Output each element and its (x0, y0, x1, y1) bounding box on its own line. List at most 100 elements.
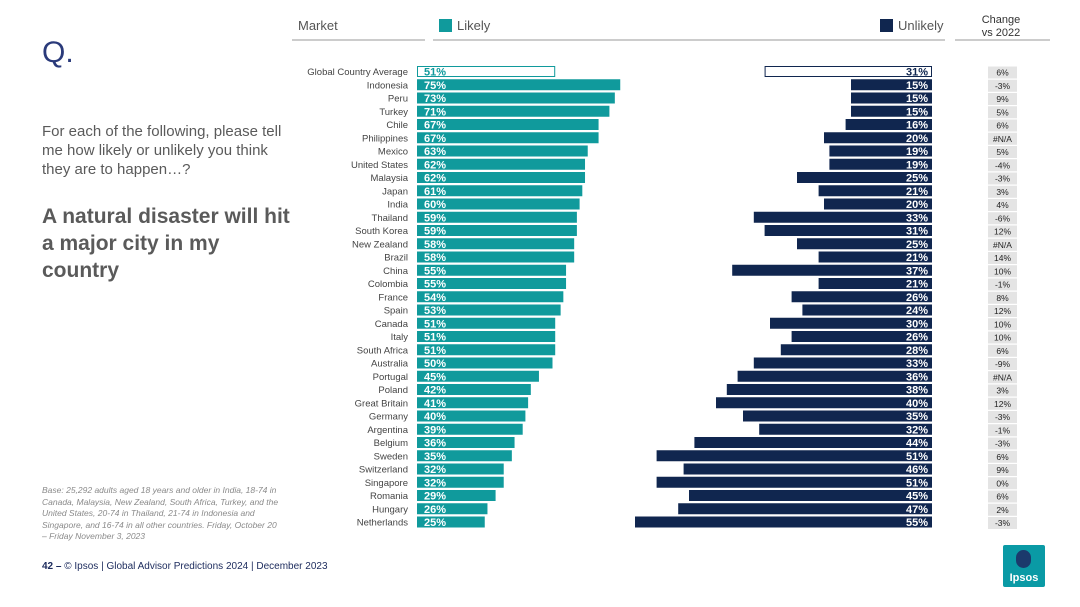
change-cell (988, 79, 1017, 92)
category-label: Mexico (378, 147, 408, 158)
likely-value-label: 51% (424, 345, 446, 357)
header-market: Market (298, 18, 338, 33)
change-cell (988, 384, 1017, 397)
likely-value-label: 71% (424, 106, 446, 118)
change-value: #N/A (993, 134, 1012, 144)
likely-bar (417, 278, 567, 289)
change-value: #N/A (993, 240, 1012, 250)
header-change-line2: vs 2022 (982, 27, 1021, 39)
legend-likely-swatch (439, 19, 452, 32)
change-cell (988, 305, 1017, 317)
unlikely-value-label: 20% (906, 199, 928, 211)
change-value: -3% (995, 412, 1011, 422)
unlikely-bar (683, 463, 932, 475)
likely-value-label: 45% (424, 371, 446, 383)
change-value: 6% (996, 492, 1009, 502)
unlikely-bar (818, 251, 932, 263)
unlikely-value-label: 16% (906, 120, 928, 132)
category-label: South Africa (357, 345, 409, 356)
change-cell (988, 477, 1017, 490)
likely-bar (417, 225, 577, 236)
unlikely-value-label: 31% (906, 226, 928, 238)
unlikely-bar (753, 211, 932, 223)
change-value: 4% (996, 200, 1009, 210)
change-value: 9% (996, 465, 1009, 475)
change-value: 0% (996, 478, 1009, 488)
likely-value-label: 35% (424, 451, 446, 463)
likely-bar (417, 211, 577, 223)
change-value: -3% (995, 439, 1011, 449)
likely-bar (417, 463, 504, 475)
change-cell (988, 93, 1017, 105)
likely-bar (417, 516, 485, 528)
category-label: Peru (388, 94, 408, 105)
likely-value-label: 51% (424, 332, 446, 344)
change-cell (988, 344, 1017, 357)
category-label: Sweden (374, 451, 408, 462)
unlikely-bar (770, 317, 932, 329)
category-label: Global Country Average (307, 67, 408, 78)
category-label: Great Britain (355, 398, 408, 409)
unlikely-bar (818, 278, 932, 289)
change-value: -3% (995, 81, 1011, 91)
category-label: Netherlands (357, 518, 408, 529)
unlikely-value-label: 40% (906, 398, 928, 410)
category-label: Brazil (384, 253, 408, 264)
likely-value-label: 55% (424, 279, 446, 291)
likely-value-label: 25% (424, 517, 446, 529)
category-label: Italy (391, 332, 409, 343)
category-label: Japan (382, 186, 408, 197)
unlikely-value-label: 19% (906, 159, 928, 171)
unlikely-bar (791, 291, 932, 303)
category-label: Thailand (372, 213, 408, 224)
change-value: 8% (996, 293, 1009, 303)
likely-bar (417, 105, 610, 117)
change-cell (988, 331, 1017, 344)
unlikely-bar (656, 476, 932, 488)
likely-bar (417, 384, 531, 395)
unlikely-value-label: 26% (906, 332, 928, 344)
unlikely-bar (732, 264, 932, 276)
unlikely-value-label: 51% (906, 477, 928, 489)
change-cell (988, 199, 1017, 211)
change-cell (988, 450, 1017, 463)
unlikely-value-label: 51% (906, 451, 928, 463)
question-text: For each of the following, please tell m… (42, 123, 282, 178)
change-value: 12% (994, 227, 1011, 237)
unlikely-value-label: 46% (906, 464, 928, 476)
unlikely-bar (656, 450, 932, 462)
unlikely-value-label: 20% (906, 133, 928, 145)
change-cell (988, 252, 1017, 264)
change-value: 10% (994, 266, 1011, 276)
change-value: 6% (996, 68, 1009, 78)
change-value: 2% (996, 505, 1009, 515)
change-value: 10% (994, 319, 1011, 329)
unlikely-bar (851, 105, 932, 117)
unlikely-bar (824, 198, 932, 210)
likely-bar (417, 437, 515, 448)
change-value: -3% (995, 174, 1011, 184)
unlikely-bar (694, 437, 932, 448)
change-value: 6% (996, 121, 1009, 131)
likely-value-label: 50% (424, 358, 446, 370)
unlikely-value-label: 35% (906, 411, 928, 423)
change-cell (988, 119, 1017, 132)
logo-mark-icon (1016, 550, 1031, 568)
category-label: Philippines (362, 133, 408, 144)
change-cell (988, 318, 1017, 331)
change-value: 6% (996, 346, 1009, 356)
change-value: 14% (994, 253, 1011, 263)
likely-value-label: 60% (424, 199, 446, 211)
unlikely-value-label: 21% (906, 279, 928, 291)
category-label: China (383, 266, 409, 277)
category-label: United States (351, 160, 408, 171)
likely-value-label: 51% (424, 318, 446, 330)
likely-value-label: 67% (424, 133, 446, 145)
slide-headline: A natural disaster will hit a major city… (42, 205, 290, 282)
likely-bar (417, 410, 526, 422)
likely-value-label: 63% (424, 146, 446, 158)
category-label: Portugal (373, 372, 408, 383)
likely-bar (417, 370, 539, 382)
likely-bar (417, 450, 512, 462)
